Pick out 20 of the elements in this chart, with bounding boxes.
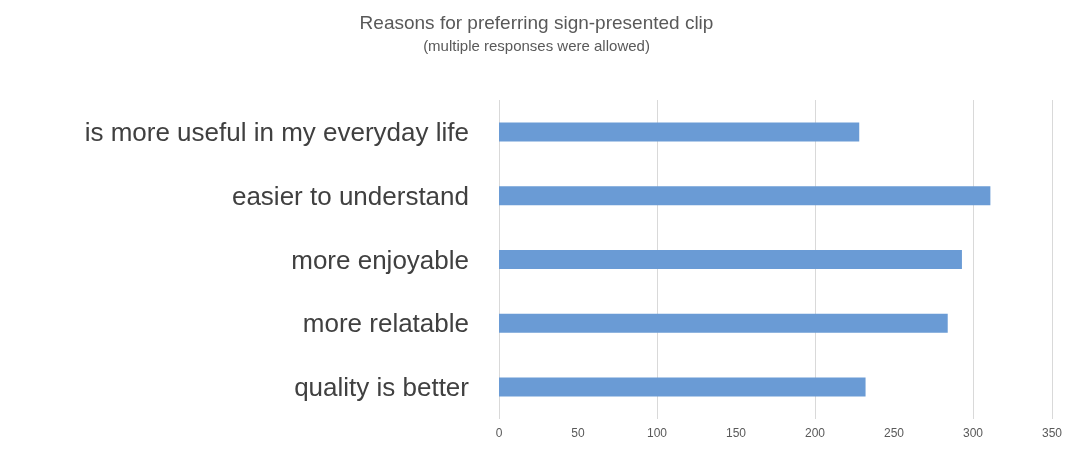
x-tick-label: 0 [495,426,503,440]
chart-subtitle: (multiple responses were allowed) [423,37,650,54]
x-tick-label: 100 [646,426,668,440]
x-tick-label: 250 [883,426,905,440]
bar [499,122,860,142]
bar [499,313,948,333]
x-tick-label: 350 [1041,426,1063,440]
chart-title: Reasons for preferring sign-presented clip [359,12,714,33]
y-tick-label: more relatable [302,308,469,339]
y-tick-label: quality is better [294,372,470,403]
y-tick-label: more enjoyable [291,244,469,275]
y-tick-label: easier to understand [231,180,469,211]
y-tick-label: is more useful in my everyday life [84,116,469,147]
x-tick-label: 50 [571,426,585,440]
x-tick-label: 150 [725,426,747,440]
bar [499,377,866,397]
bar [499,250,962,269]
x-tick-label: 300 [962,426,984,440]
bar [499,186,991,206]
x-tick-label: 200 [804,426,826,440]
